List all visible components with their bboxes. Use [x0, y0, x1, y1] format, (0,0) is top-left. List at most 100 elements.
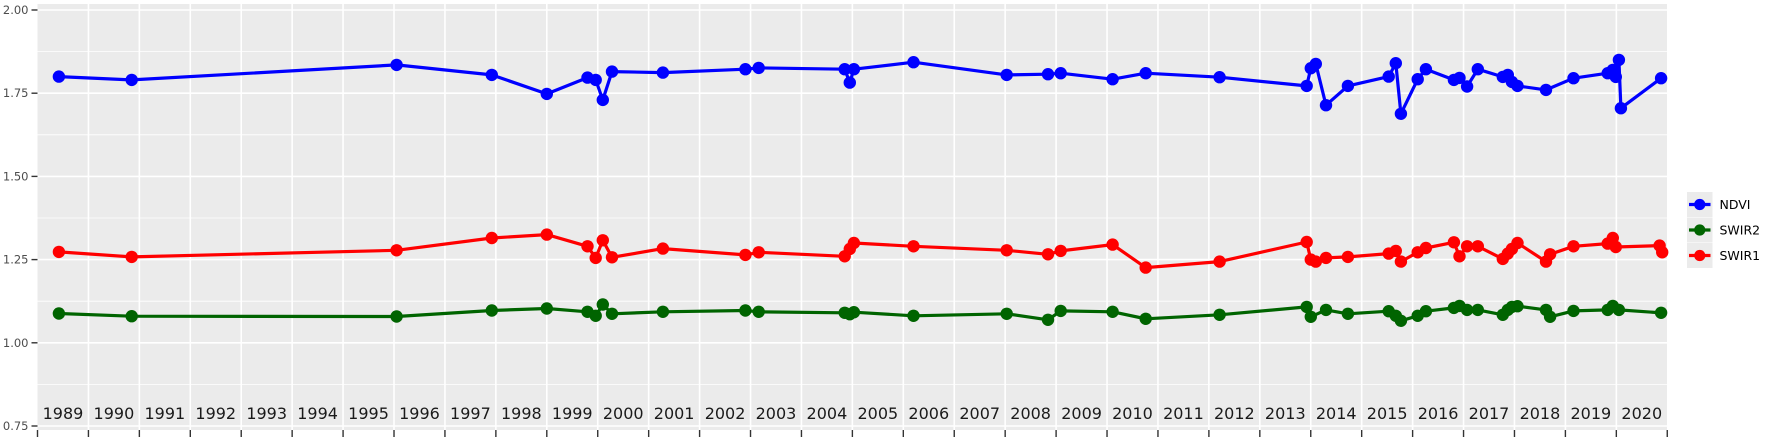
data-point-swir2 — [540, 302, 553, 315]
data-point-ndvi — [739, 62, 752, 76]
data-point-swir2 — [752, 305, 765, 318]
data-point-ndvi — [656, 66, 670, 79]
data-point-swir1 — [907, 240, 920, 253]
x-tick-label: 1991 — [144, 404, 185, 423]
y-axis-ticks — [31, 9, 38, 427]
x-tick-label: 1990 — [94, 404, 135, 423]
x-tick-label: 2019 — [1571, 404, 1612, 423]
x-tick-label: 2015 — [1367, 404, 1408, 423]
x-tick-label: 1999 — [552, 404, 593, 423]
data-point-ndvi — [752, 61, 765, 75]
data-point-swir1 — [605, 251, 619, 264]
data-point-swir2 — [390, 310, 403, 323]
data-point-swir2 — [1419, 305, 1433, 318]
legend-key-point — [1694, 249, 1706, 262]
data-point-swir2 — [1612, 303, 1626, 317]
x-tick-label: 1993 — [246, 404, 287, 423]
data-point-swir1 — [739, 248, 752, 262]
x-tick-label: 2000 — [603, 404, 644, 423]
x-tick-label: 1997 — [450, 404, 491, 423]
data-point-swir1 — [1139, 261, 1152, 274]
data-point-ndvi — [1471, 62, 1485, 76]
data-point-ndvi — [1419, 62, 1433, 76]
data-point-swir1 — [1460, 240, 1474, 253]
data-point-swir1 — [52, 245, 66, 259]
data-point-ndvi — [1054, 67, 1067, 80]
legend-label: SWIR1 — [1720, 248, 1761, 263]
legend-entry-swir2: SWIR2 — [1687, 217, 1761, 243]
data-point-swir2 — [589, 309, 602, 322]
data-point-swir2 — [1139, 312, 1152, 325]
x-tick-label: 1995 — [348, 404, 389, 423]
data-point-swir2 — [1000, 307, 1013, 320]
data-point-ndvi — [125, 73, 138, 87]
data-point-ndvi — [1309, 57, 1323, 71]
data-point-swir2 — [1471, 303, 1485, 317]
data-point-swir1 — [1656, 246, 1669, 259]
data-point-swir1 — [1319, 251, 1333, 265]
series-swir1 — [52, 228, 1669, 274]
x-axis-labels: 1989 1990 1991 1992 1993 1994 1995 1996 1997 1998… — [43, 404, 1663, 423]
data-point-swir2 — [1106, 305, 1119, 318]
data-point-swir1 — [752, 246, 765, 259]
data-point-ndvi — [1511, 79, 1524, 93]
data-point-ndvi — [1139, 67, 1152, 80]
x-axis-ticks — [36, 430, 1668, 437]
data-point-ndvi — [1394, 107, 1408, 121]
data-point-swir1 — [1471, 240, 1485, 253]
data-point-ndvi — [390, 58, 403, 72]
x-tick-label: 2007 — [959, 404, 1000, 423]
data-point-swir1 — [1309, 255, 1323, 268]
data-point-swir2 — [1394, 314, 1408, 327]
data-point-swir1 — [1567, 240, 1580, 253]
data-point-swir1 — [1106, 238, 1119, 251]
data-point-swir2 — [1300, 300, 1313, 314]
x-tick-label: 1996 — [399, 404, 440, 423]
data-point-ndvi — [1389, 57, 1403, 70]
data-point-ndvi — [1106, 73, 1119, 86]
legend: NDVI SWIR2 SWIR1 — [1687, 192, 1760, 268]
data-point-swir2 — [1654, 306, 1668, 319]
data-point-swir2 — [1304, 310, 1318, 323]
data-point-swir1 — [1394, 255, 1408, 268]
data-point-ndvi — [1539, 83, 1553, 97]
data-point-swir1 — [1213, 255, 1226, 268]
data-point-swir1 — [581, 240, 594, 253]
data-point-swir1 — [1419, 241, 1433, 255]
data-point-swir1 — [1041, 248, 1055, 261]
y-axis-labels: 2.00 1.75 1.50 1.25 1.00 0.75 — [3, 3, 29, 433]
data-point-ndvi — [1041, 68, 1055, 81]
data-point-ndvi — [1609, 70, 1623, 84]
data-point-swir1 — [656, 242, 670, 255]
x-tick-label: 2012 — [1214, 404, 1255, 423]
data-point-ndvi — [1612, 53, 1626, 67]
x-tick-label: 2003 — [756, 404, 797, 423]
data-point-swir1 — [596, 234, 609, 247]
data-point-swir1 — [1000, 244, 1013, 257]
data-point-ndvi — [843, 76, 856, 89]
data-point-ndvi — [1654, 72, 1668, 85]
data-point-swir1 — [1300, 235, 1313, 249]
data-point-swir2 — [739, 304, 752, 317]
data-point-swir2 — [1319, 303, 1333, 317]
data-point-swir1 — [485, 231, 498, 245]
data-point-swir1 — [1511, 236, 1524, 250]
data-point-swir1 — [540, 228, 553, 241]
x-tick-label: 1994 — [297, 404, 338, 423]
data-point-ndvi — [605, 65, 619, 78]
data-point-ndvi — [1453, 71, 1466, 85]
data-point-swir1 — [847, 236, 861, 250]
data-point-ndvi — [1411, 73, 1424, 86]
x-tick-label: 2001 — [654, 404, 695, 423]
data-point-swir1 — [1543, 248, 1557, 261]
data-point-swir1 — [125, 250, 138, 264]
data-point-ndvi — [1567, 72, 1580, 85]
legend-label: SWIR2 — [1720, 223, 1761, 238]
y-tick-label: 1.00 — [3, 336, 29, 350]
x-tick-label: 1992 — [195, 404, 236, 423]
data-point-swir2 — [485, 304, 498, 317]
data-point-swir2 — [907, 309, 920, 322]
data-point-swir2 — [1543, 310, 1557, 323]
